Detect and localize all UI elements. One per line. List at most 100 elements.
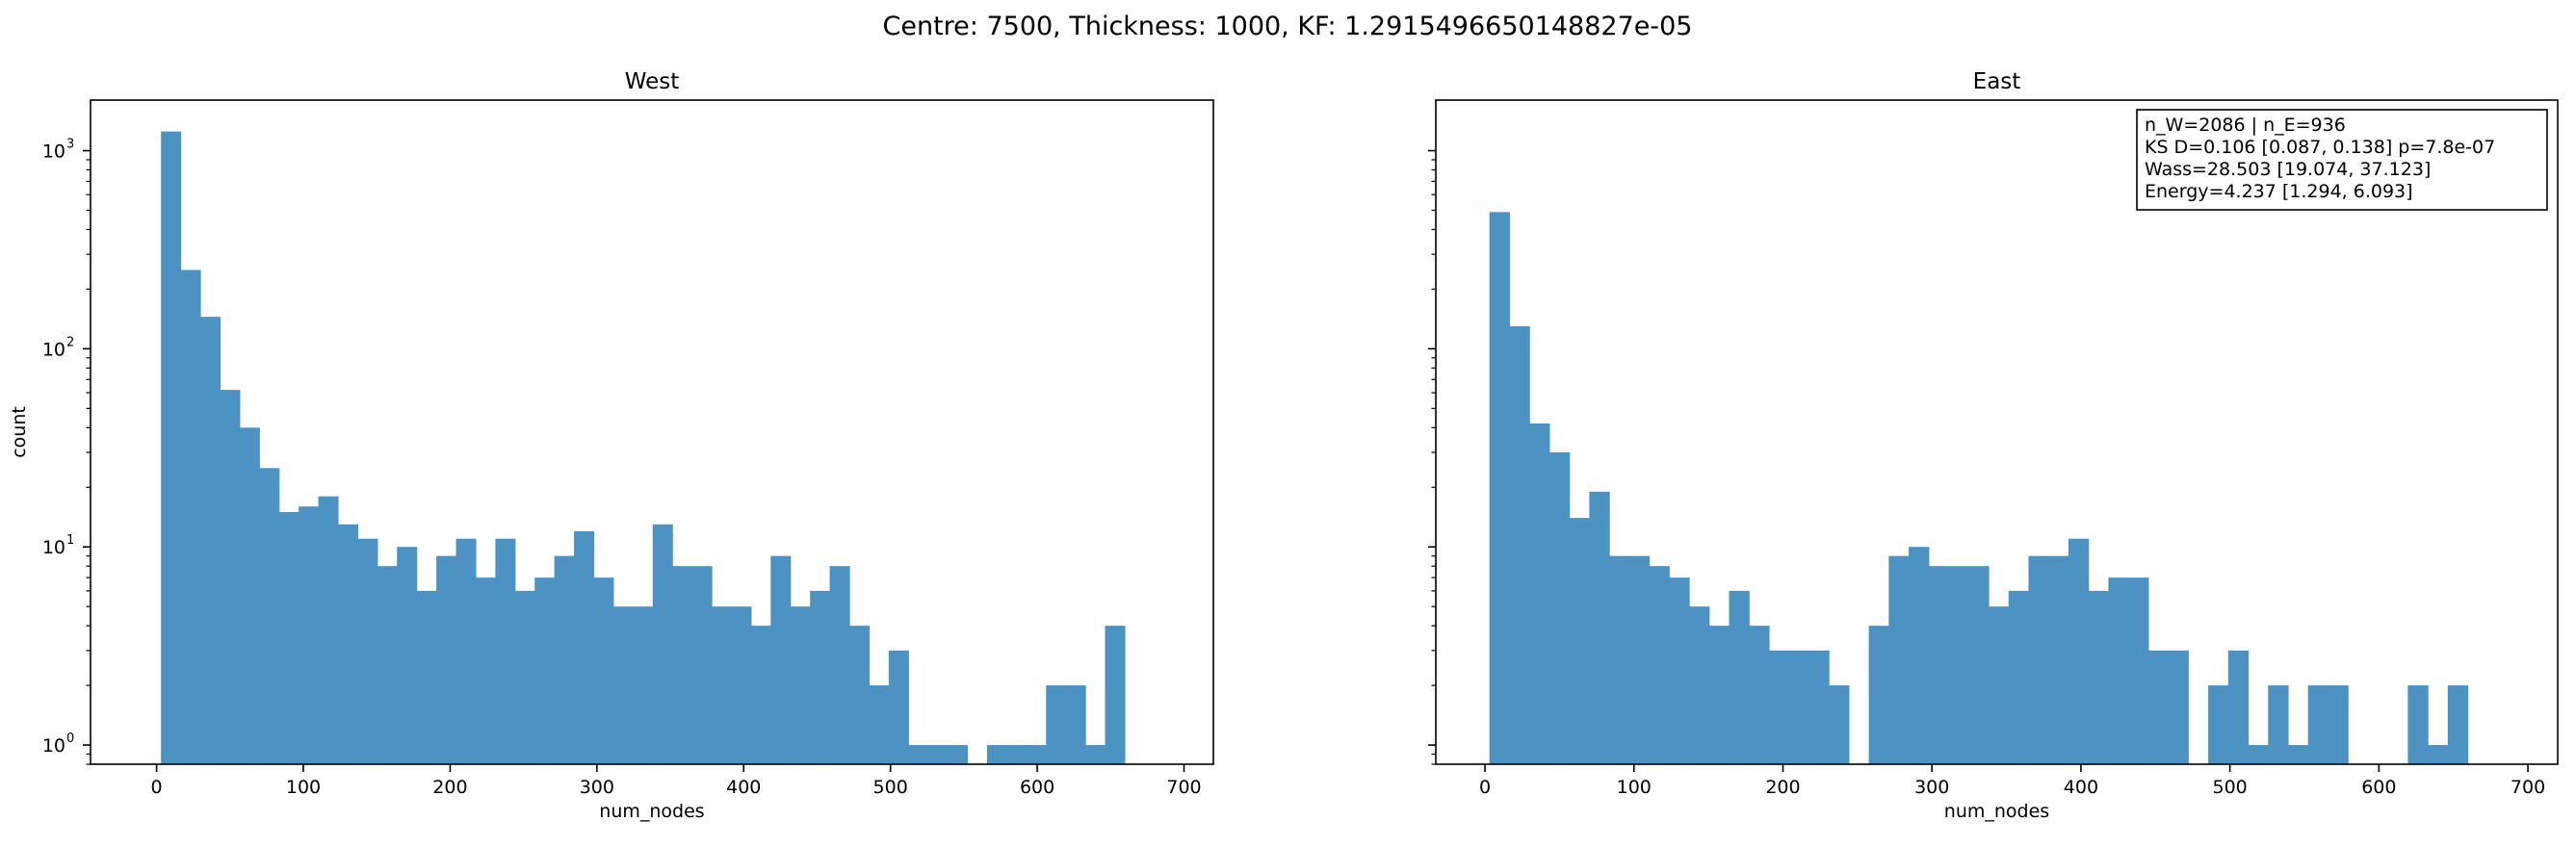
x-tick-label: 600 — [2361, 777, 2396, 798]
y-tick-label: 10 — [42, 339, 65, 360]
histogram-bar — [2407, 685, 2429, 764]
histogram-bar — [1868, 626, 1889, 764]
histogram-bar — [2307, 685, 2329, 764]
histogram-bar — [1808, 650, 1830, 764]
histogram-bar — [1909, 547, 1930, 764]
histogram-bar — [1669, 578, 1690, 764]
y-tick-label: 10 — [42, 537, 65, 558]
histogram-bar — [1589, 491, 1610, 764]
east-axes: 0 100 200 300 400 500 600 700 — [1428, 99, 2559, 798]
histogram-bar — [2428, 745, 2449, 764]
histogram-bar — [1928, 566, 1950, 764]
histogram-bar — [1729, 590, 1750, 764]
histogram-bar — [2088, 590, 2109, 764]
histogram-bar — [337, 524, 359, 764]
histogram-bar — [2328, 685, 2349, 764]
stats-line-counts: n_W=2086 | n_E=936 — [2145, 115, 2346, 136]
histogram-bar — [927, 745, 949, 764]
east-panel-title: East — [1973, 69, 2021, 94]
histogram-bar — [220, 390, 241, 764]
histogram-bar — [908, 745, 929, 764]
x-tick-label: 200 — [432, 777, 467, 798]
histogram-bar — [810, 590, 831, 764]
histogram-bar — [1509, 325, 1530, 764]
histogram-bar — [986, 745, 1007, 764]
histogram-bar — [180, 270, 201, 764]
histogram-bar — [1768, 650, 1790, 764]
axes-frame — [1435, 99, 2559, 765]
west-panel: West count num_nodes 0 100 200 300 400 500 600… — [9, 69, 1214, 822]
west-bars — [161, 131, 1126, 765]
histogram-bar — [691, 566, 713, 764]
histogram-bar — [672, 566, 693, 764]
x-tick-label: 100 — [1617, 777, 1652, 798]
histogram-bar — [1548, 452, 1571, 764]
x-tick-label: 0 — [151, 777, 163, 798]
histogram-bar — [2227, 650, 2250, 764]
histogram-bar — [770, 555, 792, 764]
histogram-bar — [948, 745, 969, 764]
histogram-bar — [1788, 650, 1810, 764]
histogram-bar — [888, 650, 909, 764]
histogram-bar — [2447, 685, 2469, 764]
axes-frame — [90, 99, 1214, 765]
histogram-bar — [574, 530, 595, 764]
x-tick-label: 400 — [2064, 777, 2098, 798]
y-tick-exponent: 2 — [66, 335, 74, 349]
y-tick-exponent: 3 — [66, 138, 74, 152]
stats-box-frame — [2136, 109, 2548, 211]
histogram-bar — [2208, 685, 2229, 764]
histogram-bar — [712, 606, 733, 764]
histogram-bar — [1649, 566, 1670, 764]
histogram-bar — [731, 606, 752, 764]
histogram-bar — [2008, 590, 2030, 764]
x-tick-label: 400 — [726, 777, 761, 798]
histogram-bar — [436, 555, 457, 764]
histogram-bar — [2268, 685, 2289, 764]
histogram-bar — [278, 511, 299, 764]
histogram-bar — [1529, 423, 1550, 764]
x-tick-label: 300 — [1914, 777, 1949, 798]
west-x-axis-label: num_nodes — [599, 801, 704, 822]
stats-line-ks: KS D=0.106 [0.087, 0.138] p=7.8e-07 — [2145, 137, 2495, 158]
histogram-bar — [849, 626, 871, 764]
histogram-bar — [495, 538, 516, 764]
x-tick-label: 600 — [1020, 777, 1054, 798]
x-tick-label: 0 — [1479, 777, 1491, 798]
stats-line-energy: Energy=4.237 [1.294, 6.093] — [2145, 181, 2413, 202]
histogram-bar — [2147, 650, 2170, 764]
histogram-bar — [2168, 650, 2189, 764]
x-tick-label: 700 — [1166, 777, 1201, 798]
histogram-bar — [1829, 685, 1850, 764]
histogram-bar — [1888, 555, 1910, 764]
histogram-bar — [475, 578, 496, 764]
histogram-bar — [200, 317, 221, 764]
histogram-bar — [1689, 606, 1710, 764]
figure-suptitle: Centre: 7500, Thickness: 1000, KF: 1.291… — [883, 12, 1693, 41]
histogram-bar — [2068, 538, 2090, 764]
histogram-bar — [1046, 685, 1067, 764]
x-tick-label: 500 — [873, 777, 908, 798]
west-y-axis-label: count — [9, 406, 30, 458]
histogram-bar — [455, 538, 477, 764]
histogram-bar — [829, 566, 850, 764]
histogram-bar — [1749, 626, 1770, 764]
histogram-bar — [1948, 566, 1969, 764]
x-tick-label: 100 — [286, 777, 321, 798]
histogram-bar — [652, 524, 673, 764]
histogram-bar — [534, 578, 556, 764]
histogram-bar — [377, 566, 398, 764]
east-x-axis-label: num_nodes — [1944, 801, 2049, 822]
histogram-bar — [161, 131, 182, 765]
east-panel: East num_nodes 0 100 200 300 400 500 600 700 n_… — [1428, 69, 2559, 822]
histogram-bar — [2287, 745, 2309, 764]
y-tick-label: 10 — [42, 141, 65, 163]
histogram-bar — [239, 427, 260, 764]
histogram-bar — [1085, 745, 1106, 764]
east-bars — [1489, 212, 2469, 764]
histogram-bar — [1988, 606, 2010, 764]
histogram-bar — [554, 555, 575, 764]
histogram-bar — [397, 547, 418, 764]
